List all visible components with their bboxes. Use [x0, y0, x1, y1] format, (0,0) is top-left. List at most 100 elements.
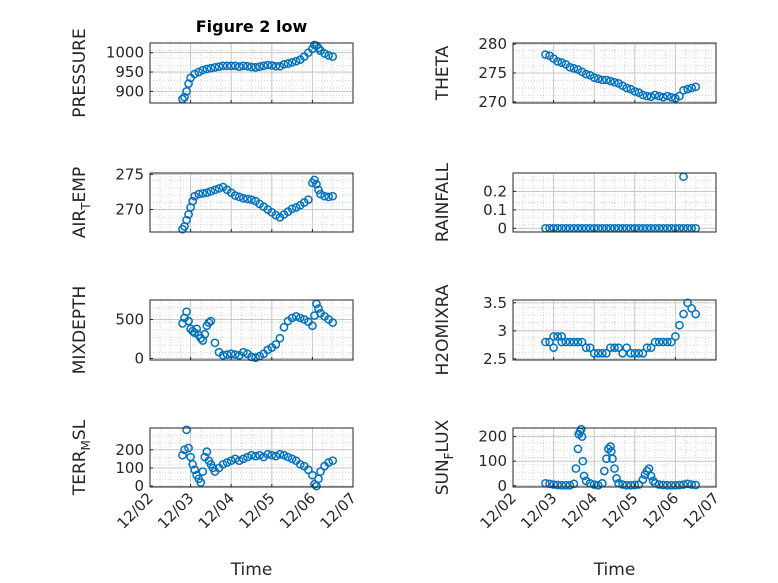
panel-6-y-tick-label: 3.5 [483, 294, 507, 312]
panel-7-data-point [303, 465, 313, 475]
panel-1-data-point [251, 63, 260, 72]
panel-5-data-point [271, 340, 281, 349]
panel-6-data-point [622, 343, 632, 353]
panel-1-data-point [243, 61, 252, 71]
panel-7-y-tick-label: 0 [134, 477, 144, 495]
panel-7-data-point [202, 447, 212, 456]
panel-5-data-point [210, 338, 220, 348]
panel-8-y-axis-label: SUNFLUX [433, 419, 456, 495]
panel-6-data-point [577, 337, 587, 347]
panel-3-y-axis-label: AIRTEMP [70, 167, 93, 238]
panel-8-data-point [638, 475, 648, 484]
panel-6-data-point [606, 343, 615, 353]
panel-5-data-point [218, 350, 228, 360]
panel-3-data-point [287, 204, 297, 214]
panel-7-data-point [184, 443, 193, 453]
panel-7-data-point [263, 449, 273, 459]
panel-7-data-point [275, 449, 285, 459]
panel-1-y-axis-label: PRESSURE [70, 28, 90, 117]
panel-3-data-point [247, 195, 256, 205]
panel-8-data-point [573, 444, 583, 454]
panel-6-data-point [666, 337, 676, 347]
panel-1-data-point [271, 61, 281, 71]
panel-2-data-point [589, 73, 599, 82]
panel-7-data-point [328, 456, 338, 466]
panel-6-data-point [541, 337, 550, 347]
panel-6-data-point [646, 343, 656, 353]
panel-8-data-point [679, 480, 688, 489]
panel-5-data-point [206, 316, 216, 326]
panel-7-y-tick-label: 200 [115, 441, 144, 459]
panel-8-data-point [557, 480, 567, 490]
panel-8-data-point [589, 480, 599, 489]
panel-3-data-point [210, 185, 220, 195]
panel-1-data-point [255, 62, 264, 71]
panel-5-data-point [275, 333, 285, 343]
panel-1-y-tick-label: 950 [115, 63, 144, 81]
panel-8-y-tick-label: 100 [478, 452, 507, 470]
panel-5-y-tick-label: 0 [134, 349, 144, 367]
panel-8-data-point [687, 480, 696, 489]
panel-5-y-axis-label: MIXDEPTH [70, 286, 90, 375]
panel-8-data-point [561, 480, 571, 490]
panel-6-y-tick-label: 2.5 [483, 350, 507, 368]
panel-7-data-point [308, 470, 317, 480]
panel-3-data-point [234, 192, 244, 202]
panel-5-axes-box [149, 299, 354, 361]
panel-7-y-tick-label: 100 [115, 459, 144, 477]
panel-8-data-point [571, 464, 581, 473]
panel-4-y-axis-label: RAINFALL [433, 162, 453, 242]
panel-1-data-point [182, 87, 191, 96]
panel-2-data-point [658, 92, 668, 102]
panel-1-data-point [222, 61, 232, 71]
panel-4-y-tick-label: 0 [497, 219, 507, 237]
panel-6-data-point [569, 337, 579, 347]
panel-6-data-point [671, 332, 680, 341]
panel-1-data-point [275, 61, 285, 71]
panel-1-data-point [234, 62, 244, 71]
panel-7-data-point [295, 459, 305, 469]
panel-6-data-point [549, 343, 558, 353]
panel-1-data-point [180, 92, 189, 102]
panel-8-y-tick-label: 200 [478, 428, 507, 446]
panel-3-data-point [202, 188, 212, 198]
panel-8-data-point [606, 442, 615, 451]
panel-1-data-point [263, 60, 273, 70]
panel-7-data-point [279, 450, 289, 460]
panel-6-data-point [650, 337, 660, 347]
panel-2-y-axis-label: THETA [433, 45, 453, 101]
panel-2-data-point [650, 90, 660, 100]
panel-1-data-point [279, 59, 289, 69]
panel-2-data-point [654, 91, 664, 101]
x-axis-label-left: Time [230, 560, 273, 580]
panel-8-data-point [618, 480, 627, 489]
panel-7-data-point [283, 452, 293, 462]
panel-2-data-point [642, 91, 652, 101]
panel-1-data-point [190, 69, 200, 79]
panel-5-data-point [308, 321, 317, 331]
panel-6-data-point [691, 309, 701, 319]
panel-6-data-point [626, 348, 636, 358]
panel-6-data-point [557, 332, 567, 341]
panel-8-data-point [549, 480, 558, 489]
panel-8-data-point [565, 480, 575, 490]
panel-5-data-point [279, 322, 289, 332]
panel-8-data-point [654, 480, 664, 489]
panel-2-data-point [638, 90, 648, 100]
panel-7-data-point [243, 452, 252, 462]
panel-6-y-tick-label: 3 [497, 322, 507, 340]
panel-3-data-point [239, 193, 248, 203]
panel-6-data-point [585, 343, 595, 353]
panel-2-data-point [679, 85, 688, 95]
panel-2-data-point [687, 83, 696, 93]
panel-1-y-tick-label: 900 [115, 82, 144, 100]
panel-1-data-point [214, 62, 224, 71]
panel-5-data-point [291, 312, 301, 321]
panel-6-y-axis-label: H2OMIXRA [433, 284, 453, 375]
figure-title: Figure 2 low [196, 17, 308, 36]
panel-7-data-point [271, 451, 281, 461]
panel-5-data-point [314, 304, 323, 313]
panel-8-x-tick-label: 12/04 [558, 489, 601, 532]
panel-1-y-tick-label: 1000 [106, 44, 144, 62]
panel-1-data-point [230, 61, 240, 71]
